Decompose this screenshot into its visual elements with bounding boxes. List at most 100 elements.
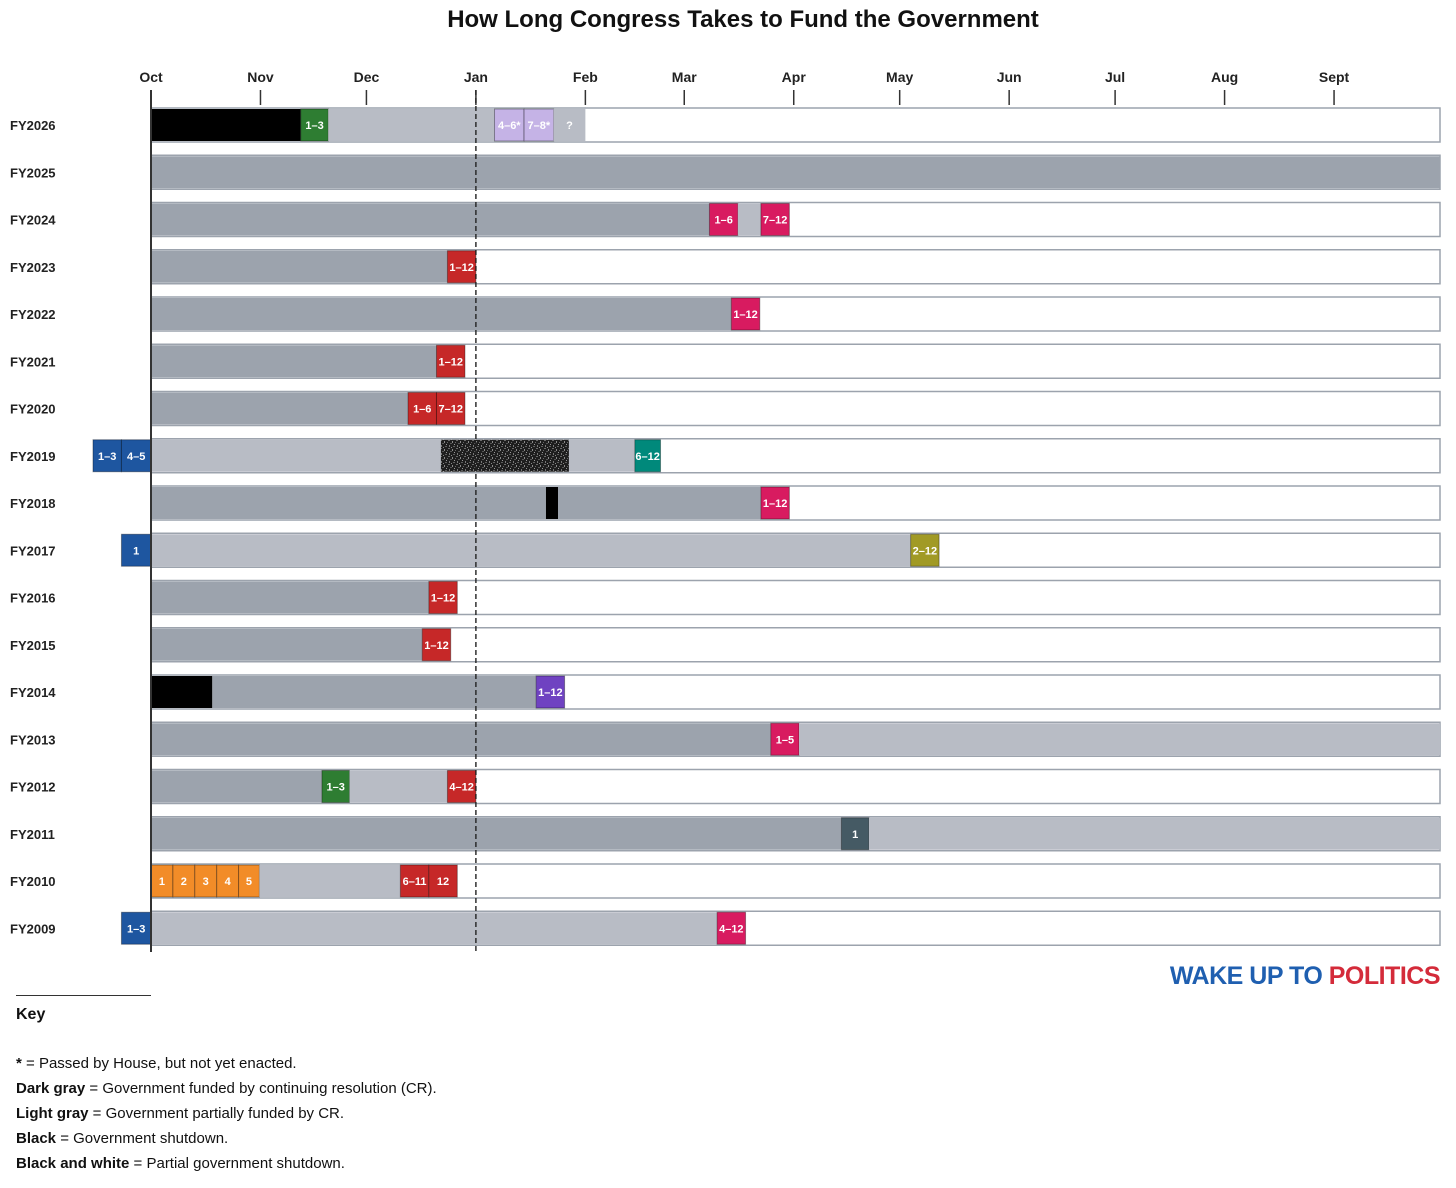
row-fy2024: FY2024 1–6 7–12: [10, 201, 1441, 238]
cr-segment: [151, 723, 771, 756]
segment-label: 1–12: [438, 356, 462, 368]
segment-label: 1–3: [127, 923, 145, 935]
key-term: Black: [16, 1130, 57, 1147]
bill-segment: [910, 533, 940, 567]
row-label: FY2013: [10, 732, 56, 747]
key-item: Light gray = Government partially funded…: [16, 1105, 437, 1130]
bill-segment: [399, 864, 430, 898]
segment-label: 1: [852, 829, 858, 841]
chart-title: How Long Congress Takes to Fund the Gove…: [447, 6, 1039, 33]
row-fy2011: FY2011 1: [10, 816, 1441, 852]
month-tick-label: Nov: [247, 69, 274, 85]
row-fy2018: FY2018 1–12: [10, 485, 1441, 521]
cr-segment: [151, 487, 546, 519]
cr-segment: [151, 581, 429, 614]
cr-segment: [151, 156, 1440, 189]
segment-label: 6–12: [635, 451, 659, 463]
segment-label: 2–12: [913, 545, 937, 557]
bill-segment: [428, 581, 458, 614]
partial-segment: [151, 912, 718, 945]
key-desc: = Passed by House, but not yet enacted.: [21, 1055, 297, 1072]
cr-segment: [151, 817, 842, 850]
row-fy2026: FY2026 1–3 4–6* 7–8*?: [10, 107, 1441, 143]
segment-label: 1–12: [424, 640, 448, 652]
row-fy2013: FY2013 1–5: [10, 721, 1441, 757]
month-tick-label: May: [886, 69, 913, 85]
brand-part-1: WAKE UP T: [1169, 962, 1304, 990]
shutdown-segment: [151, 109, 301, 141]
row-fy2016: FY2016 1–12: [10, 579, 1441, 616]
partial-segment: [151, 534, 911, 567]
brand-part-3: POLITICS: [1322, 962, 1441, 990]
month-tick-label: Jun: [997, 69, 1022, 85]
segment-label: 1–12: [449, 262, 473, 274]
segment-label: 7–8*: [528, 120, 551, 132]
month-tick-label: Aug: [1211, 69, 1238, 85]
key-title: Key: [16, 1006, 46, 1023]
row-fy2009: FY2009 1–3 4–12: [10, 910, 1441, 946]
partial-segment: [349, 770, 448, 803]
key-term: Dark gray: [16, 1080, 86, 1097]
segment-label: 1–5: [776, 734, 794, 746]
row-fy2012: FY2012 1–3 4–12: [10, 768, 1441, 805]
cr-segment: [558, 487, 761, 519]
cr-segment: [151, 345, 437, 378]
segment-label: 4–5: [127, 451, 145, 463]
bill-segment: [535, 675, 566, 709]
segment-label: ?: [566, 120, 573, 132]
cr-segment: [151, 250, 448, 283]
row-label: FY2025: [10, 165, 56, 180]
segment-label: 1–12: [431, 593, 455, 605]
bill-segment: [321, 770, 350, 803]
partial-segment: [259, 865, 401, 897]
row-fy2014: FY2014 1–12: [10, 674, 1441, 710]
bill-segment: [216, 864, 240, 898]
partial-segment: [553, 109, 586, 141]
segment-label: 12: [437, 876, 449, 888]
key-desc: = Government shutdown.: [56, 1130, 229, 1147]
bill-segment: [300, 108, 329, 142]
segment-label: 1: [133, 545, 139, 557]
row-label: FY2026: [10, 118, 56, 133]
key-term: *: [16, 1055, 22, 1072]
cr-segment: [151, 298, 732, 330]
segment-label: 7–12: [438, 404, 462, 416]
row-fy2019: FY2019 1–3 4–5 6–12: [10, 438, 1441, 474]
bill-segment: [730, 297, 761, 331]
row-fy2025: FY2025: [10, 154, 1441, 190]
segment-label: 1–12: [733, 309, 757, 321]
month-tick-label: Oct: [139, 69, 163, 85]
row-fy2020: FY2020 1–6 7–12: [10, 390, 1441, 427]
bill-segment: [435, 392, 466, 425]
bill-segment: [435, 344, 466, 378]
bill-segment: [494, 108, 525, 142]
month-tick-label: Feb: [573, 69, 598, 85]
segment-label: 3: [203, 876, 209, 888]
month-tick-label: Jul: [1105, 69, 1125, 85]
bill-segment: [523, 108, 555, 142]
month-tick-label: Sept: [1319, 69, 1350, 85]
bill-segment: [120, 911, 152, 945]
segment-label: 1–12: [538, 687, 562, 699]
row-label: FY2010: [10, 874, 56, 889]
row-label: FY2009: [10, 921, 56, 936]
bill-segment: [760, 486, 790, 520]
row-label: FY2021: [10, 354, 56, 369]
key-item: Dark gray = Government funded by continu…: [16, 1080, 437, 1105]
partial-segment: [799, 723, 1440, 756]
segment-label: 4–6*: [498, 120, 521, 132]
key-desc: = Partial government shutdown.: [129, 1155, 345, 1172]
month-tick-label: Mar: [672, 69, 697, 85]
row-label: FY2014: [10, 685, 56, 700]
cr-segment: [212, 676, 537, 708]
bill-segment: [634, 439, 662, 473]
axis-group: Oct Nov Dec Jan Feb Mar Apr May Jun Jul Aug Sept: [139, 69, 1350, 952]
cr-segment: [151, 392, 409, 425]
month-tick-label: Apr: [782, 69, 807, 85]
shutdown-segment: [151, 676, 213, 708]
month-tick-label: Jan: [464, 69, 488, 85]
row-group: FY2026 1–3 4–6* 7–8* ? FY2025 FY2024 1–6 7–12 FY2…: [10, 107, 1441, 946]
key-item: Black and white = Partial government shu…: [16, 1155, 437, 1180]
segment-label: 5: [246, 876, 252, 888]
bill-segment: [716, 911, 747, 945]
